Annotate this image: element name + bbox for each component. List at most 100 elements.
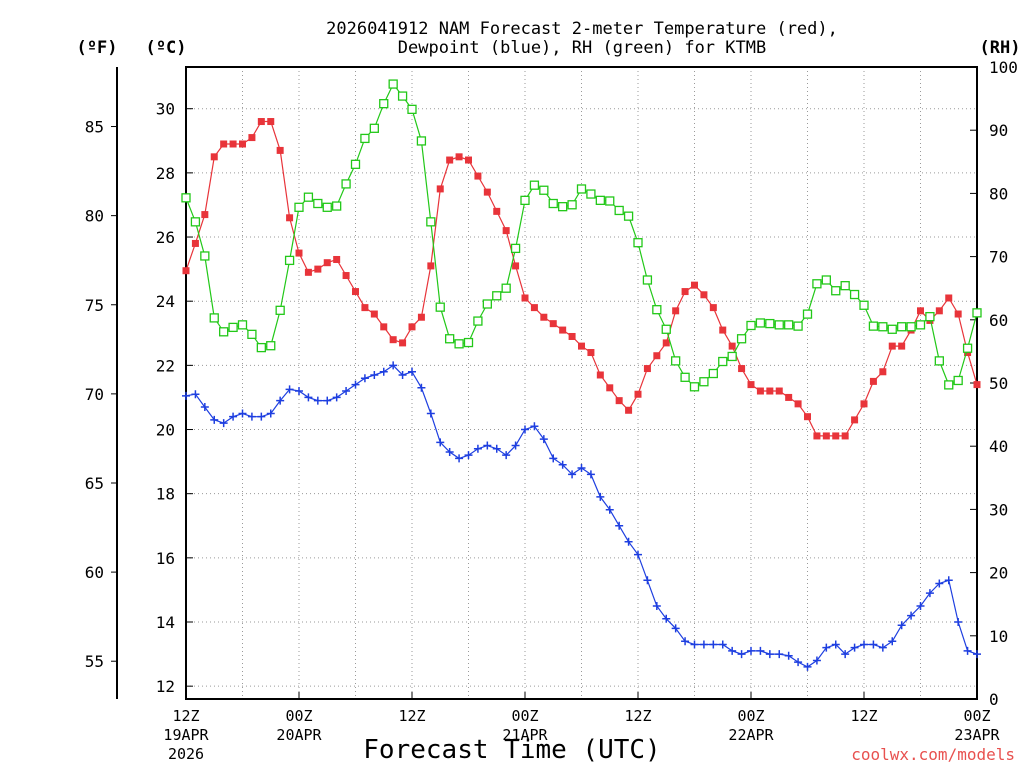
dewpoint-marker xyxy=(417,383,426,392)
rh-marker xyxy=(284,255,295,266)
x-tick-year-label: 2026 xyxy=(168,745,204,763)
dewpoint-marker xyxy=(643,576,652,585)
rh-marker xyxy=(727,351,737,362)
dewpoint-marker xyxy=(935,579,944,588)
temperature-marker xyxy=(248,134,256,142)
temperature-marker xyxy=(775,387,783,395)
temperature-marker xyxy=(728,342,736,350)
temperature-marker xyxy=(747,381,755,389)
rh-marker xyxy=(548,198,558,209)
rh-tick-label: 40 xyxy=(989,437,1008,456)
rh-marker xyxy=(247,329,257,339)
temperature-marker xyxy=(945,294,953,302)
dewpoint-marker xyxy=(285,385,294,394)
dewpoint-marker xyxy=(822,643,831,652)
rh-marker xyxy=(868,321,879,331)
dewpoint-marker xyxy=(408,367,416,376)
rh-marker xyxy=(821,275,831,285)
rh-marker xyxy=(275,305,285,315)
dewpoint-marker xyxy=(558,460,567,469)
dewpoint-marker xyxy=(586,470,595,479)
dewpoint-marker xyxy=(473,444,482,453)
rh-tick-label: 100 xyxy=(989,58,1018,77)
fahrenheit-tick-label: 75 xyxy=(85,296,104,315)
rh-marker xyxy=(558,202,568,212)
temperature-marker xyxy=(832,432,840,440)
rh-marker xyxy=(586,189,596,199)
dewpoint-marker xyxy=(860,640,868,649)
dewpoint-marker xyxy=(728,646,737,655)
temperature-marker xyxy=(446,156,454,164)
dewpoint-marker xyxy=(624,537,633,546)
temperature-marker xyxy=(276,146,284,154)
temperature-marker xyxy=(615,397,623,405)
dewpoint-marker xyxy=(681,637,690,646)
rh-marker xyxy=(379,99,389,109)
dewpoint-marker xyxy=(342,387,351,396)
temperature-marker xyxy=(756,387,764,395)
rh-marker xyxy=(793,321,803,331)
rh-marker xyxy=(736,334,747,344)
temperature-marker xyxy=(389,336,397,344)
dewpoint-marker xyxy=(210,415,219,424)
dewpoint-marker xyxy=(257,412,266,421)
temperature-marker xyxy=(483,188,491,196)
rh-marker xyxy=(765,318,775,329)
dewpoint-marker xyxy=(747,646,755,655)
temperature-marker xyxy=(210,153,218,161)
rh-marker xyxy=(463,337,474,348)
rh-marker xyxy=(482,299,492,309)
dewpoint-marker xyxy=(878,643,887,652)
rh-marker xyxy=(501,283,511,293)
fahrenheit-tick-label: 70 xyxy=(85,385,104,404)
dewpoint-marker xyxy=(521,425,529,434)
rh-marker xyxy=(689,382,700,392)
rh-marker xyxy=(774,320,784,330)
temperature-marker xyxy=(342,272,350,280)
rh-marker xyxy=(718,356,728,367)
temperature-marker xyxy=(700,291,708,299)
rh-marker xyxy=(623,211,634,221)
temperature-marker xyxy=(596,371,604,379)
temperature-marker xyxy=(191,239,199,247)
rh-marker xyxy=(313,198,323,209)
dewpoint-marker xyxy=(568,470,577,479)
celsius-tick-label: 30 xyxy=(156,100,175,119)
rh-marker xyxy=(576,184,587,194)
x-tick-time-label: 00Z xyxy=(737,707,764,725)
celsius-tick-label: 22 xyxy=(156,356,175,375)
temperature-marker xyxy=(851,416,859,424)
dewpoint-marker xyxy=(229,412,238,421)
rh-tick-label: 90 xyxy=(989,121,1008,140)
dewpoint-marker xyxy=(954,618,963,627)
dewpoint-marker xyxy=(200,403,209,412)
rh-tick-label: 50 xyxy=(989,374,1008,393)
rh-marker xyxy=(755,318,766,328)
rh-marker xyxy=(473,316,483,326)
rh-marker xyxy=(256,342,266,353)
temperature-marker xyxy=(898,342,906,350)
temperature-marker xyxy=(399,339,407,347)
dewpoint-marker xyxy=(699,640,708,649)
rh-marker xyxy=(360,133,370,144)
rh-marker xyxy=(944,380,954,390)
dewpoint-marker xyxy=(897,621,906,630)
dewpoint-marker xyxy=(445,447,454,456)
celsius-tick-label: 12 xyxy=(156,677,175,696)
temperature-marker xyxy=(568,332,576,340)
rh-marker xyxy=(671,356,681,366)
celsius-tick-label: 14 xyxy=(156,613,175,632)
rh-marker xyxy=(294,202,304,212)
temperature-marker xyxy=(973,381,981,389)
temperature-marker xyxy=(681,288,689,296)
dewpoint-marker xyxy=(671,624,680,633)
rh-marker xyxy=(906,322,916,332)
temperature-marker xyxy=(888,342,896,350)
temperature-marker xyxy=(323,259,331,267)
dewpoint-marker xyxy=(907,611,916,620)
temperature-marker xyxy=(860,400,868,408)
rh-marker xyxy=(510,243,521,254)
rh-marker xyxy=(190,217,201,227)
dewpoint-marker xyxy=(502,451,511,460)
rh-tick-label: 0 xyxy=(989,690,999,709)
